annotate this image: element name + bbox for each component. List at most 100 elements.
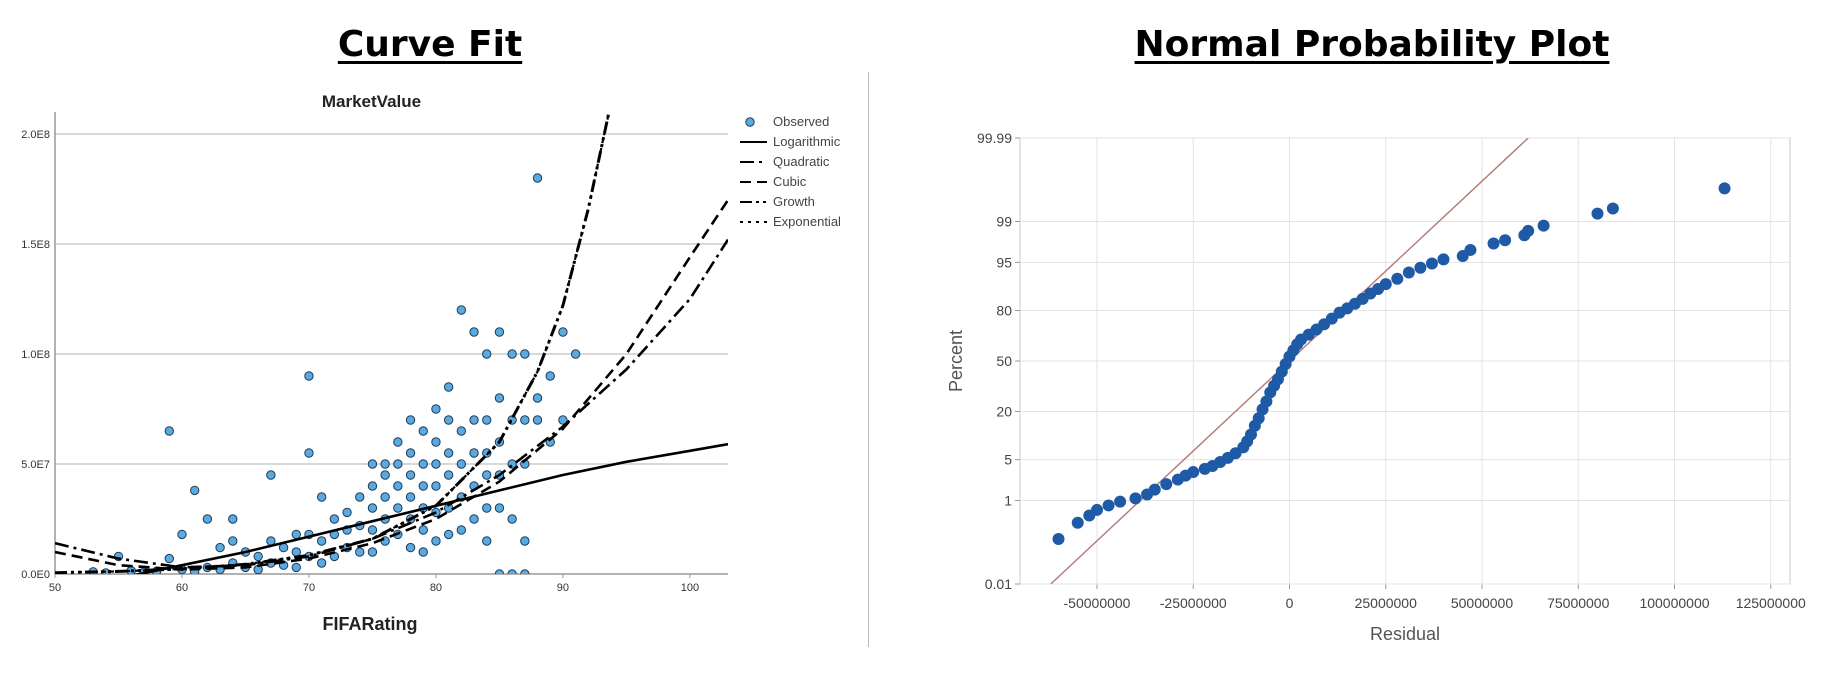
residual-point xyxy=(1522,224,1535,237)
observed-point xyxy=(418,547,428,557)
residual-point xyxy=(1718,182,1731,195)
legend-entry: Exponential xyxy=(773,214,841,229)
residual-point xyxy=(1425,257,1438,270)
observed-point xyxy=(266,470,276,480)
observed-point xyxy=(482,470,492,480)
x-tick-label: 0 xyxy=(1286,595,1294,611)
observed-point xyxy=(456,426,467,436)
y-tick-label: 0.01 xyxy=(985,576,1012,592)
observed-point xyxy=(304,371,314,381)
observed-point xyxy=(482,349,492,359)
observed-point xyxy=(558,415,568,425)
x-tick-label: 90 xyxy=(557,582,569,594)
observed-point xyxy=(393,481,403,491)
y-tick-label: 50 xyxy=(996,353,1012,369)
observed-point xyxy=(393,503,403,513)
observed-point xyxy=(494,503,505,513)
fit-line-logarithmic xyxy=(133,442,728,574)
fit-line-quadratic xyxy=(55,238,728,569)
curve-fit-chart: 0.0E0 5.0E7 1.0E8 1.5E8 2.0E8 50 60 70 80 90 100 Ma… xyxy=(21,92,841,634)
residual-point xyxy=(1499,234,1512,247)
residual-point xyxy=(1391,272,1404,285)
residual-point xyxy=(1187,466,1200,479)
observed-point xyxy=(520,349,530,359)
observed-point xyxy=(405,448,416,458)
residual-point xyxy=(1260,395,1273,408)
observed-point xyxy=(164,426,174,436)
legend-entry: Observed xyxy=(773,114,829,129)
residual-point xyxy=(1102,499,1115,512)
residual-point xyxy=(1148,483,1161,496)
observed-point xyxy=(355,492,365,502)
observed-point xyxy=(431,536,441,546)
x-tick-label: -25000000 xyxy=(1160,595,1227,611)
residual-point xyxy=(1606,202,1619,215)
observed-point xyxy=(316,536,327,546)
observed-point xyxy=(177,529,187,540)
observed-point xyxy=(469,327,479,337)
fit-line-exponential xyxy=(55,112,611,574)
y-tick-label: 0.0E0 xyxy=(21,569,50,581)
residual-point xyxy=(1071,516,1084,529)
observed-point xyxy=(570,349,581,359)
observed-point xyxy=(469,415,479,425)
x-tick-label: -50000000 xyxy=(1064,595,1131,611)
observed-point xyxy=(342,507,352,518)
observed-point xyxy=(431,459,441,469)
observed-point xyxy=(316,558,327,568)
residual-point xyxy=(1052,532,1065,545)
observed-point xyxy=(380,459,390,469)
observed-point xyxy=(482,536,492,546)
chart-title: MarketValue xyxy=(322,92,421,111)
observed-point xyxy=(329,514,340,524)
residual-point xyxy=(1160,478,1173,491)
y-tick-label: 20 xyxy=(996,403,1012,419)
observed-point xyxy=(418,459,428,469)
observed-point xyxy=(482,503,492,513)
residual-point xyxy=(1437,253,1450,266)
observed-point xyxy=(418,426,428,436)
observed-point xyxy=(494,569,505,574)
observed-point xyxy=(393,437,403,447)
observed-point xyxy=(380,470,390,480)
observed-point xyxy=(558,327,568,337)
observed-point xyxy=(532,393,543,403)
observed-point xyxy=(532,415,543,425)
fit-line-cubic xyxy=(55,199,728,571)
observed-point xyxy=(367,503,378,513)
x-tick-label: 50 xyxy=(49,582,61,594)
observed-point xyxy=(164,553,174,564)
observed-point xyxy=(316,492,327,502)
y-tick-label: 99 xyxy=(996,214,1012,230)
residual-point xyxy=(1091,503,1103,516)
legend-entry: Quadratic xyxy=(773,154,830,169)
observed-point xyxy=(482,415,492,425)
observed-point xyxy=(367,547,378,557)
residual-point xyxy=(1129,492,1142,505)
observed-point xyxy=(507,514,517,524)
y-tick-label: 80 xyxy=(996,303,1012,319)
x-tick-label: 25000000 xyxy=(1355,595,1418,611)
observed-point xyxy=(456,305,467,315)
x-tick-label: 100 xyxy=(681,582,699,594)
observed-point xyxy=(456,459,467,469)
observed-point xyxy=(291,562,301,573)
residual-point xyxy=(1464,243,1477,256)
observed-point xyxy=(367,481,378,491)
residual-point xyxy=(1414,261,1427,274)
observed-point xyxy=(380,492,390,502)
observed-point xyxy=(367,459,378,469)
observed-point xyxy=(405,542,416,553)
y-tick-label: 2.0E8 xyxy=(21,129,50,141)
observed-point xyxy=(215,542,225,553)
legend-entry: Cubic xyxy=(773,174,807,189)
observed-point xyxy=(545,371,555,381)
observed-point xyxy=(456,525,467,535)
observed-point xyxy=(355,547,365,557)
observed-point xyxy=(431,404,441,414)
observed-point xyxy=(469,514,479,524)
legend-entry: Growth xyxy=(773,194,815,209)
x-tick-label: 80 xyxy=(430,582,442,594)
y-tick-label: 1.0E8 xyxy=(21,349,50,361)
